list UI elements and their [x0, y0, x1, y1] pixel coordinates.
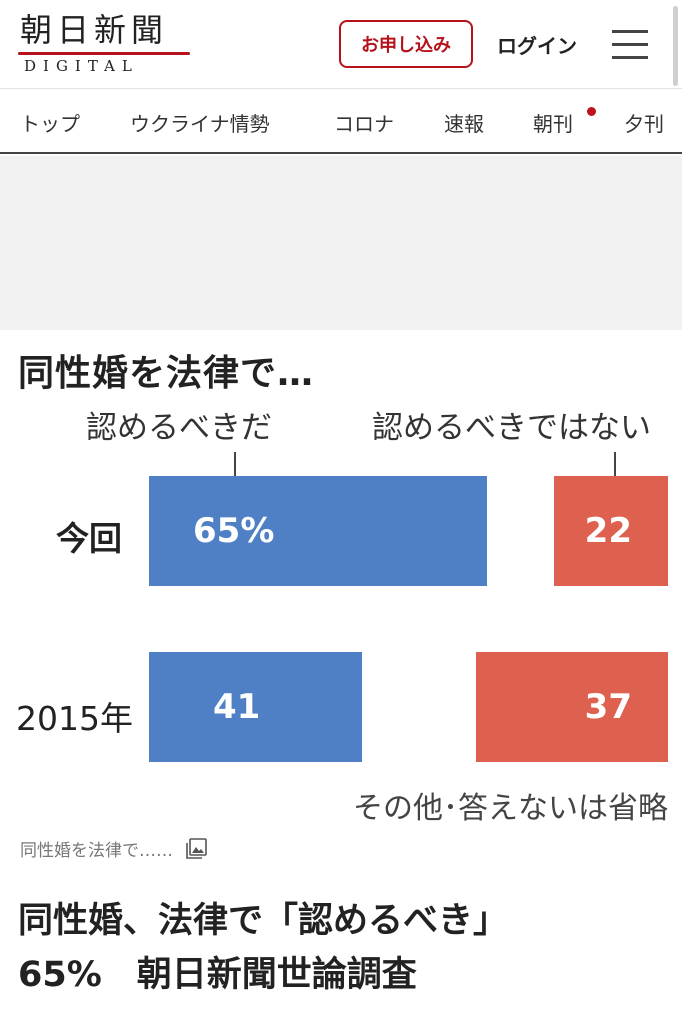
caption-text: 同性婚を法律で……: [20, 841, 173, 861]
site-header: 朝日新聞 DIGITAL お申し込み ログイン: [0, 0, 682, 88]
logo-underline: [18, 52, 190, 55]
row-label-current: 今回: [56, 519, 122, 558]
bar-label-approve: 65%: [193, 511, 275, 551]
logo-subtitle: DIGITAL: [24, 57, 139, 75]
nav-item-breaking[interactable]: 速報: [444, 112, 484, 136]
chart-title: 同性婚を法律で…: [18, 353, 315, 394]
headline-line-1: 同性婚、法律で「認めるべき」: [18, 901, 509, 941]
bar-label-disapprove: 22: [584, 511, 632, 551]
bar-label-disapprove: 37: [584, 687, 632, 727]
bar-approve-current: 65%: [149, 476, 487, 586]
legend-leader-disapprove: [614, 452, 616, 492]
article-headline[interactable]: 同性婚、法律で「認めるべき」 65% 朝日新聞世論調査: [18, 894, 668, 1002]
ad-placeholder: [0, 156, 682, 330]
chart-footnote: その他･答えないは省略: [353, 791, 668, 826]
nav-item-evening[interactable]: 夕刊: [624, 112, 664, 136]
poll-chart: 同性婚を法律で… 認めるべきだ 認めるべきではない 今回 2015年 65% 22…: [0, 330, 682, 830]
site-logo[interactable]: 朝日新聞: [20, 11, 169, 49]
bar-disapprove-2015: 37: [475, 652, 668, 762]
legend-leader-approve: [234, 452, 236, 492]
legend-approve: 認めるべきだ: [86, 410, 272, 446]
new-indicator-dot: [587, 107, 596, 116]
bar-label-approve: 41: [213, 687, 261, 727]
hamburger-menu-icon[interactable]: [612, 30, 648, 60]
bar-approve-2015: 41: [149, 652, 363, 762]
row-label-2015: 2015年: [16, 699, 133, 738]
headline-line-2: 65% 朝日新聞世論調査: [18, 955, 417, 995]
subscribe-button[interactable]: お申し込み: [339, 20, 473, 68]
scrollbar[interactable]: [673, 6, 678, 86]
nav-item-morning[interactable]: 朝刊: [533, 112, 573, 136]
legend-disapprove: 認めるべきではない: [372, 410, 651, 446]
image-caption[interactable]: 同性婚を法律で……: [20, 836, 207, 861]
bar-disapprove-current: 22: [553, 476, 668, 586]
category-nav: トップ ウクライナ情勢 コロナ 速報 朝刊 夕刊: [0, 88, 682, 154]
nav-item-corona[interactable]: コロナ: [334, 112, 394, 136]
nav-item-ukraine[interactable]: ウクライナ情勢: [130, 112, 270, 136]
login-link[interactable]: ログイン: [497, 34, 577, 58]
image-gallery-icon[interactable]: [185, 837, 207, 860]
nav-item-top[interactable]: トップ: [20, 112, 80, 136]
